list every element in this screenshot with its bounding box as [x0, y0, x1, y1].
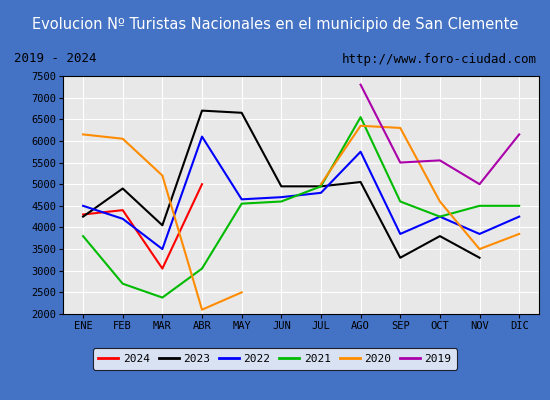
Text: http://www.foro-ciudad.com: http://www.foro-ciudad.com [342, 52, 536, 66]
Text: Evolucion Nº Turistas Nacionales en el municipio de San Clemente: Evolucion Nº Turistas Nacionales en el m… [32, 16, 518, 32]
Text: 2019 - 2024: 2019 - 2024 [14, 52, 96, 66]
Legend: 2024, 2023, 2022, 2021, 2020, 2019: 2024, 2023, 2022, 2021, 2020, 2019 [93, 348, 457, 370]
